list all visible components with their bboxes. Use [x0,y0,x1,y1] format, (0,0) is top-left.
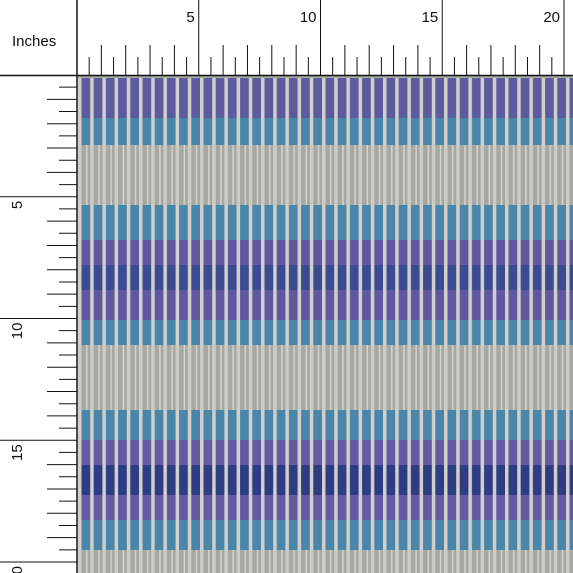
band-gap [78,520,573,550]
band-gap [78,320,573,345]
band-gap [78,290,573,320]
plain-band [78,550,573,573]
unit-label: Inches [12,33,56,50]
top-ruler-label: 20 [543,9,560,26]
left-ruler-label: 20 [9,566,26,573]
band-gap [78,465,573,495]
left-ruler-label: 10 [9,323,26,340]
top-ruler-label: 10 [300,9,317,26]
band-gap [78,495,573,520]
plain-band [78,145,573,205]
fabric [78,76,573,573]
plain-band [78,345,573,410]
left-ruler-label: 5 [9,201,26,209]
band-gap [78,410,573,440]
top-ruler-label: 15 [422,9,439,26]
band-gap [78,205,573,240]
band-gap [78,265,573,290]
band-gap [78,240,573,265]
band-gap [78,118,573,145]
top-ruler-label: 5 [186,9,194,26]
left-ruler-label: 15 [9,444,26,461]
band-gap [78,440,573,465]
band-gap [78,78,573,118]
